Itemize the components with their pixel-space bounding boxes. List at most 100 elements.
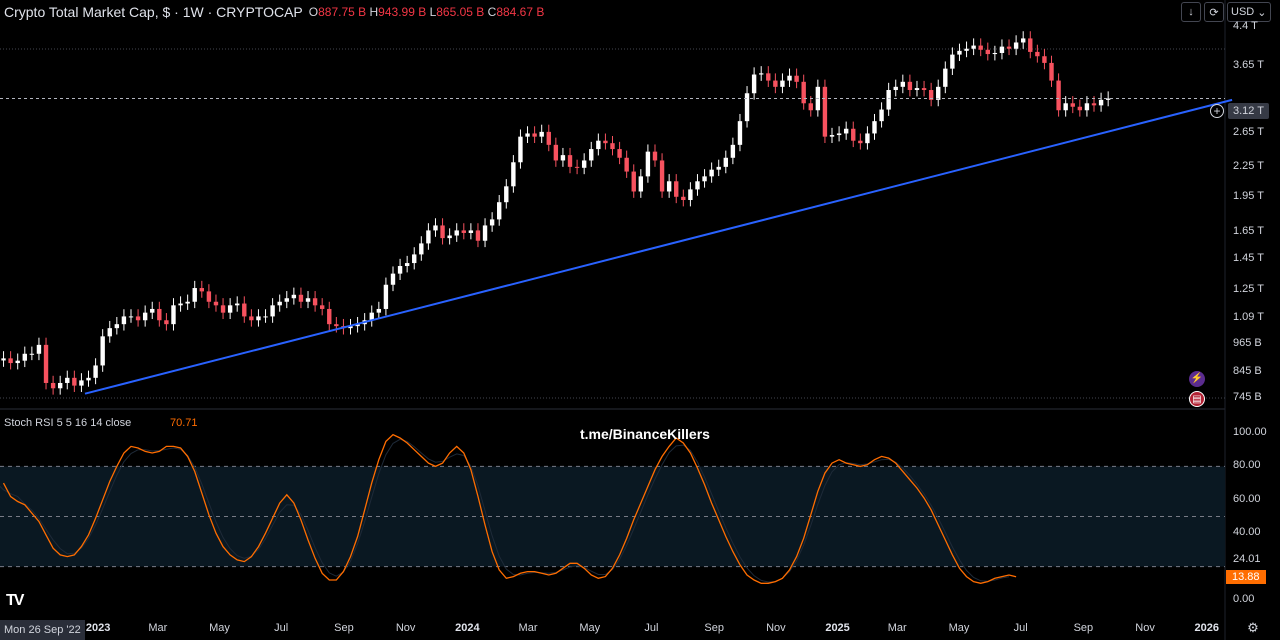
candle-body [1020, 38, 1026, 43]
lightning-icon[interactable]: ⚡ [1189, 371, 1205, 387]
indicator-label[interactable]: Stoch RSI 5 5 16 14 close [4, 417, 132, 429]
candle-body [128, 316, 134, 318]
candle-body [553, 144, 559, 161]
candle-body [999, 46, 1005, 53]
indicator-axis-label: 80.00 [1233, 459, 1261, 472]
candle-body [836, 133, 842, 136]
price-axis-label: 1.65 T [1233, 224, 1264, 237]
candle-body [213, 301, 219, 306]
price-axis-label: 4.4 T [1233, 19, 1258, 32]
candle-body [468, 230, 474, 233]
trendline [84, 98, 1233, 395]
candle-body [164, 320, 169, 325]
candle-body [1077, 106, 1083, 111]
candle-body [220, 305, 226, 313]
candle-body [1070, 103, 1075, 107]
candle-body [518, 136, 523, 163]
time-axis-label: Jul [274, 622, 289, 634]
candle-body [801, 81, 806, 104]
price-axis-label: 2.25 T [1233, 159, 1264, 172]
candle-body [504, 186, 509, 203]
candle-body [327, 308, 332, 325]
currency-select[interactable]: USD ⌄ [1227, 2, 1271, 22]
indicator-axis-label: 0.00 [1233, 593, 1255, 605]
symbol-title[interactable]: Crypto Total Market Cap, $ · 1W · CRYPTO… [4, 4, 303, 20]
candle-body [22, 353, 27, 361]
candle-body [744, 93, 750, 122]
crosshair-date-tag: Mon 26 Sep '22 [0, 620, 85, 640]
price-axis-label: 2.65 T [1233, 125, 1264, 138]
candle-body [440, 225, 445, 239]
candle-body [348, 326, 353, 329]
candle-body [574, 166, 580, 168]
candle-body [716, 166, 721, 170]
time-axis-label: Jul [644, 622, 659, 634]
candle-body [1042, 56, 1047, 63]
symbol-header: Crypto Total Market Cap, $ · 1W · CRYPTO… [4, 4, 544, 20]
chart-toolbar: ↓ ⟳ USD ⌄ [1181, 2, 1271, 22]
candle-body [312, 298, 318, 306]
ohlc-close-value: 884.67 B [496, 5, 545, 19]
candle-body [681, 196, 686, 201]
candle-body [1035, 51, 1040, 57]
time-axis-label: Jul [1013, 622, 1028, 634]
candle-body [532, 133, 537, 137]
ohlc-readout: O887.75 B H943.99 B L865.05 B C884.67 B [309, 5, 545, 19]
candle-body [185, 301, 190, 304]
download-icon[interactable]: ↓ [1181, 2, 1201, 22]
candle-body [1056, 80, 1061, 111]
candle-body [1063, 103, 1068, 111]
candle-body [235, 303, 240, 306]
candle-body [447, 235, 452, 239]
add-alert-icon[interactable]: + [1210, 104, 1224, 118]
candle-body [86, 377, 91, 381]
candle-body [631, 171, 636, 192]
candle-body [624, 157, 629, 172]
candle-body [851, 128, 856, 141]
candle-body [497, 202, 502, 220]
candle-body [950, 54, 955, 69]
time-axis-label: Nov [395, 622, 416, 634]
candle-body [589, 149, 594, 161]
candle-body [858, 140, 863, 144]
tradingview-logo[interactable]: TV [6, 592, 25, 609]
candle-body [751, 74, 757, 94]
refresh-icon[interactable]: ⟳ [1204, 2, 1224, 22]
candle-body [1091, 103, 1097, 106]
candle-body [355, 324, 360, 327]
candle-body [419, 243, 424, 255]
candle-body [1013, 42, 1019, 49]
candle-body [971, 45, 976, 49]
candle-body [872, 121, 877, 134]
price-axis-label: 845 B [1233, 364, 1262, 377]
candle-body [822, 86, 828, 137]
candle-body [72, 377, 77, 386]
time-axis-label: Nov [1135, 622, 1155, 634]
us-flag-icon[interactable]: ▤ [1189, 391, 1205, 407]
candle-body [135, 316, 141, 321]
candle-body [461, 230, 466, 233]
candle-body [723, 157, 728, 167]
price-axis-label: 1.95 T [1233, 189, 1264, 202]
candle-body [121, 316, 127, 325]
candle-body [93, 365, 98, 378]
candle-body [985, 49, 990, 55]
price-axis-label: 745 B [1233, 390, 1262, 403]
time-axis-label: Mar [148, 622, 168, 634]
candle-body [603, 140, 608, 144]
candle-body [79, 380, 84, 386]
candle-body [298, 294, 304, 302]
candle-body [1049, 62, 1054, 81]
settings-gear-icon[interactable]: ⚙ [1247, 620, 1259, 635]
candle-body [114, 324, 120, 329]
candle-body [666, 181, 672, 192]
candle-body [36, 344, 42, 354]
candle-body [780, 80, 785, 87]
candle-body [475, 230, 481, 241]
candle-body [319, 305, 325, 309]
candle-body [546, 131, 551, 145]
candle-body [759, 73, 764, 75]
rsi-band-fill [0, 466, 1225, 567]
time-axis-label: Mar [518, 622, 538, 634]
